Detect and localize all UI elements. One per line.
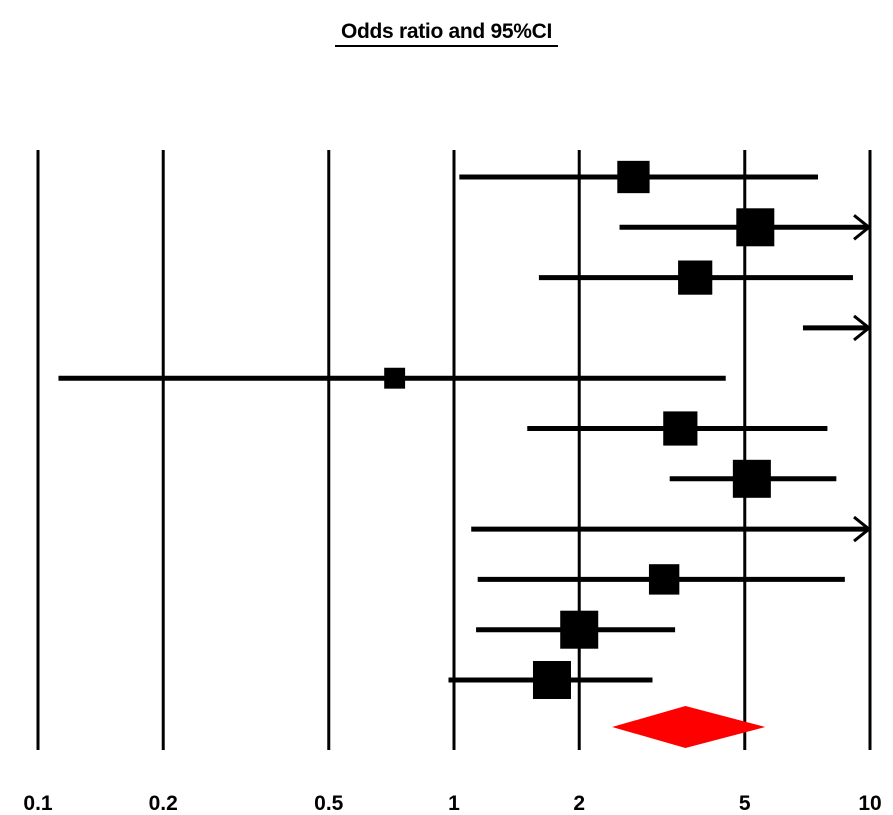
x-tick-label: 1 [448,792,460,815]
ci-arrow [853,314,872,342]
study-marker [663,411,698,446]
ci-arrow [853,214,872,241]
study-marker [560,610,599,649]
grid-lines [36,150,872,750]
study-marker [384,367,406,389]
x-tick-label: 2 [573,792,585,815]
ci-arrow [853,515,872,543]
chart-title: Odds ratio and 95%CI [0,20,893,47]
chart-title-text: Odds ratio and 95%CI [334,20,559,47]
summary-diamond [612,706,766,748]
x-tick-label: 10 [858,792,881,815]
study-marker [736,208,775,247]
study-marker [648,564,680,595]
study-marker [617,160,650,194]
study-marker [678,260,713,295]
x-tick-label: 0.2 [149,792,178,815]
study-marker [532,661,571,699]
x-tick-label: 0.1 [23,792,53,815]
ci-lines [58,174,872,683]
x-tick-label: 5 [739,792,751,815]
x-tick-labels: 0.1 0.2 0.5 1 2 5 10 [23,792,881,815]
study-markers [384,160,775,699]
study-marker [732,459,771,498]
summary-diamond-group [612,706,766,748]
x-tick-label: 0.5 [314,792,344,815]
